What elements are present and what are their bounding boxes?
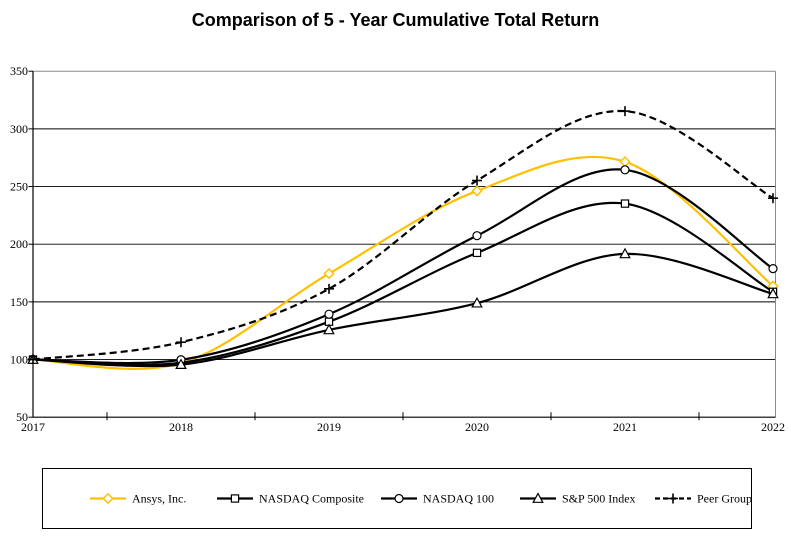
- chart-title: Comparison of 5 - Year Cumulative Total …: [191, 10, 600, 30]
- marker-nasdaq-composite: [472, 248, 482, 258]
- nasdaq-composite-line-square-icon: [217, 494, 253, 503]
- x-tick-label: 2022: [761, 420, 785, 434]
- legend-sample-marker: [532, 492, 544, 503]
- y-tick-label: 250: [10, 180, 28, 194]
- marker-nasdaq-100: [472, 231, 482, 241]
- series-line-ansys-inc: [32, 155, 774, 370]
- series-line-nasdaq-100: [32, 168, 774, 365]
- x-tick-label: 2020: [465, 420, 489, 434]
- marker-s-p-500-index: [767, 287, 779, 299]
- legend-box: Ansys, Inc. NASDAQ Composite NASDAQ 100 …: [42, 468, 752, 529]
- series-line-nasdaq-composite: [32, 201, 774, 367]
- legend-label-peer-group: Peer Group: [697, 491, 752, 505]
- y-tick-label: 50: [16, 410, 28, 424]
- y-tick-label: 200: [10, 237, 28, 251]
- legend-entry-nasdaq-composite: NASDAQ Composite: [217, 491, 364, 506]
- legend-label-ansys: Ansys, Inc.: [132, 491, 187, 505]
- y-tick-label: 150: [10, 295, 28, 309]
- y-tick-label: 100: [10, 353, 28, 367]
- legend-label-nasdaq-composite: NASDAQ Composite: [259, 491, 365, 505]
- y-tick-label: 300: [10, 122, 28, 136]
- marker-nasdaq-100: [324, 309, 334, 319]
- legend-entry-ansys: Ansys, Inc.: [90, 491, 186, 506]
- ansys-line-diamond-icon: [90, 492, 126, 505]
- marker-s-p-500-index: [175, 358, 187, 370]
- legend-label-nasdaq-100: NASDAQ 100: [423, 491, 495, 505]
- legend-sample-marker: [394, 493, 404, 504]
- legend-entry-sp500: S&P 500 Index: [520, 491, 636, 506]
- marker-s-p-500-index: [323, 323, 335, 335]
- marker-nasdaq-100: [768, 264, 778, 274]
- marker-ansys-inc: [619, 156, 631, 168]
- sp500-line-triangle-icon: [520, 492, 556, 503]
- legend-entry-nasdaq-100: NASDAQ 100: [381, 491, 494, 506]
- x-tick-label: 2019: [317, 420, 341, 434]
- legend-entry-peer-group: Peer Group: [655, 491, 752, 506]
- marker-nasdaq-composite: [620, 199, 630, 208]
- peer-group-dashed-plus-icon: [655, 493, 691, 504]
- marker-ansys-inc: [323, 267, 335, 280]
- legend-sample-marker: [102, 492, 114, 505]
- nasdaq-100-line-circle-icon: [381, 493, 417, 504]
- marker-s-p-500-index: [619, 247, 631, 259]
- series-line-s-p-500-index: [32, 252, 774, 368]
- x-tick-label: 2017: [21, 420, 45, 434]
- x-tick-label: 2021: [613, 420, 637, 434]
- legend-sample-marker: [230, 494, 240, 503]
- plot-area: 50 100 150 200 250 300 350 2017 2018 2019 2020 2021…: [10, 64, 785, 434]
- series-line-peer-group: [32, 110, 774, 361]
- marker-ansys-inc: [471, 185, 483, 197]
- marker-nasdaq-100: [620, 165, 630, 175]
- y-tick-label: 350: [10, 64, 28, 78]
- marker-s-p-500-index: [471, 296, 483, 308]
- x-tick-label: 2018: [169, 420, 193, 434]
- legend-label-sp500: S&P 500 Index: [562, 491, 636, 505]
